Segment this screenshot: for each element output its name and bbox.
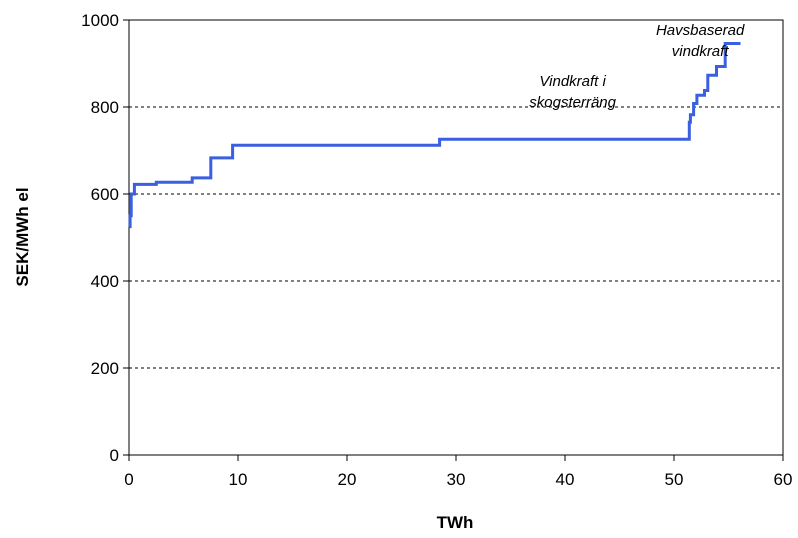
series-group [128,42,741,229]
x-tick-label: 60 [774,470,793,489]
series-line-0 [128,42,741,229]
x-tick-label: 50 [665,470,684,489]
annotation-0: Havsbaserad vindkraft [656,22,745,60]
x-tick-label: 0 [124,470,133,489]
annotation-line: skogsterräng [529,94,616,111]
y-axis-ticks: 0 200 400 600 800 1000 [81,11,129,465]
annotation-line: vindkraft [672,43,730,60]
x-tick-label: 10 [229,470,248,489]
gridlines [129,106,783,369]
x-tick-label: 20 [338,470,357,489]
annotation-1: Vindkraft i skogsterräng [529,73,616,111]
y-tick-label: 600 [91,185,119,204]
y-axis-title: SEK/MWh el [13,187,32,286]
x-tick-label: 30 [447,470,466,489]
x-axis-title: TWh [437,513,474,532]
y-tick-label: 800 [91,98,119,117]
y-tick-label: 400 [91,272,119,291]
plot-area-frame [128,19,784,456]
annotations: Havsbaserad vindkraft Vindkraft i skogsterr… [529,22,745,111]
y-tick-label: 200 [91,359,119,378]
y-tick-label: 0 [110,446,119,465]
y-tick-label: 1000 [81,11,119,30]
annotation-line: Havsbaserad [656,22,745,39]
x-tick-label: 40 [556,470,575,489]
annotation-line: Vindkraft i [539,73,606,90]
x-axis-ticks: 0 10 20 30 40 50 60 [124,455,792,489]
